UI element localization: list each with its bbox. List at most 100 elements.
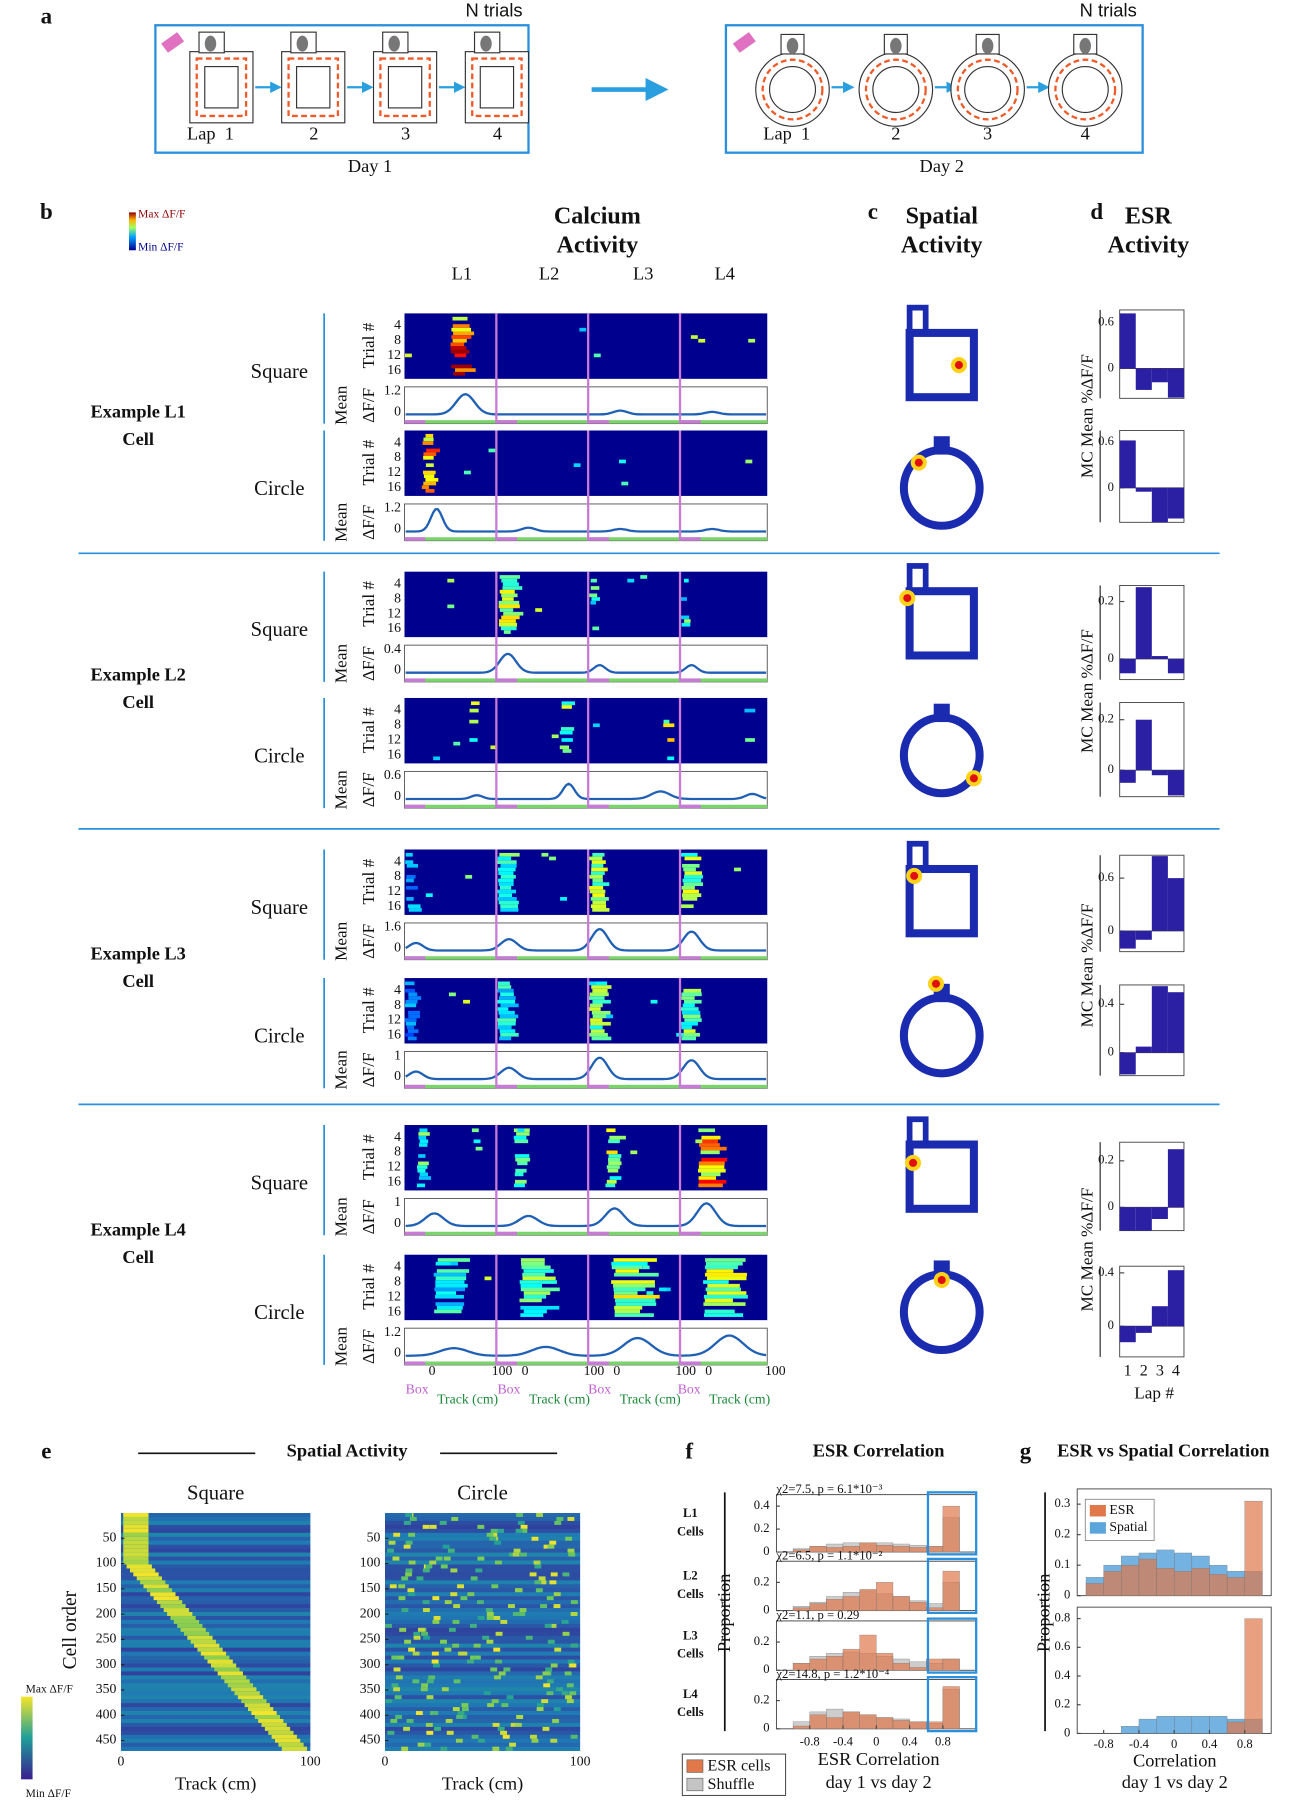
- heat-cell: [535, 608, 543, 612]
- hist-bar: [1121, 1564, 1140, 1596]
- label: 3: [983, 124, 992, 144]
- heat-speck: [550, 1663, 558, 1668]
- heat-speck: [425, 1564, 433, 1569]
- mean-trace: [405, 782, 767, 801]
- esr-bar: [1135, 1326, 1152, 1333]
- label: Mean: [331, 385, 350, 425]
- label: Cells: [677, 1524, 704, 1538]
- heat-cell: [499, 885, 512, 890]
- label: 0.6: [1098, 870, 1114, 884]
- label: Trial #: [359, 987, 378, 1033]
- heat-peak: [183, 1631, 210, 1637]
- heat-peak: [254, 1714, 281, 1720]
- heat-cell: [690, 335, 698, 339]
- heat-speck: [530, 1734, 537, 1740]
- heatmap: [404, 849, 768, 915]
- heat-speck: [393, 1687, 401, 1692]
- label: 450: [360, 1732, 381, 1747]
- esr-bar: [1135, 719, 1152, 771]
- esr-bar: [1151, 770, 1168, 776]
- spatial-box: [933, 703, 950, 723]
- heat-speck: [471, 1734, 479, 1740]
- label: Trial #: [359, 858, 378, 904]
- heat-cell: [448, 992, 456, 997]
- esr-bar: [1151, 656, 1168, 659]
- heat-peak: [248, 1707, 274, 1712]
- heat-cell: [451, 327, 472, 332]
- heat-row: [120, 1687, 311, 1692]
- heat-cell: [497, 981, 510, 986]
- heat-row: [120, 1564, 311, 1569]
- heat-speck: [509, 1742, 517, 1748]
- label: 0: [1108, 1318, 1114, 1332]
- heat-speck: [476, 1600, 484, 1605]
- box-bar: [496, 420, 518, 424]
- heat-cell: [523, 1309, 547, 1314]
- mouse: [480, 35, 492, 52]
- box-bar: [588, 1231, 609, 1236]
- heat-speck: [570, 1643, 578, 1649]
- heat-speck: [466, 1659, 474, 1664]
- label: 0: [382, 1753, 389, 1768]
- heat-speck: [445, 1718, 453, 1724]
- heat-cell: [451, 364, 472, 369]
- heat-cell: [592, 878, 603, 883]
- heat-peak: [146, 1588, 173, 1593]
- label: 200: [96, 1605, 117, 1620]
- heat-row: [384, 1734, 581, 1740]
- heat-cell: [500, 904, 518, 909]
- heat-speck: [495, 1631, 503, 1637]
- heat-row: [120, 1556, 311, 1561]
- heat-cell: [500, 874, 516, 879]
- label: Day 1: [348, 156, 392, 176]
- heat-speck: [567, 1548, 575, 1553]
- hotspot: [931, 979, 941, 988]
- heat-peak: [187, 1635, 213, 1641]
- heat-cell: [663, 719, 670, 724]
- label: Mean: [331, 1050, 350, 1090]
- esr-bar: [1119, 440, 1136, 488]
- label: 0.8: [935, 1734, 951, 1748]
- label: 4: [493, 124, 502, 144]
- label: L2: [683, 1569, 698, 1583]
- mean-trace: [405, 1334, 767, 1357]
- heat-row: [120, 1722, 311, 1728]
- heat-row: [384, 1572, 581, 1577]
- heat-cell: [433, 756, 441, 761]
- heat-speck: [553, 1592, 561, 1597]
- heat-cell: [499, 1014, 519, 1019]
- heat-speck: [477, 1615, 485, 1621]
- label: Mean: [331, 1327, 350, 1367]
- heat-cell: [497, 1025, 512, 1030]
- heat-row: [120, 1619, 311, 1625]
- heat-row: [120, 1524, 311, 1530]
- heat-speck: [395, 1714, 403, 1720]
- heat-cell: [497, 1007, 509, 1011]
- heat-speck: [426, 1679, 434, 1684]
- heat-cell: [590, 897, 609, 901]
- heat-speck: [567, 1516, 575, 1522]
- room-inner: [296, 66, 331, 109]
- label: ESR cells: [708, 1757, 771, 1774]
- heat-peak: [210, 1663, 237, 1668]
- legend-swatch: [1089, 1522, 1106, 1534]
- heat-speck: [535, 1588, 543, 1593]
- heat-row: [120, 1635, 311, 1641]
- track-bar: [404, 420, 768, 424]
- label: 1.2: [384, 500, 401, 515]
- label: Cells: [677, 1647, 704, 1661]
- heat-cell: [422, 441, 434, 445]
- label: 200: [360, 1605, 381, 1620]
- heat-cell: [453, 331, 475, 336]
- heat-row: [384, 1544, 581, 1549]
- heat-speck: [403, 1726, 410, 1732]
- heat-speck: [423, 1635, 431, 1641]
- label: 100: [360, 1555, 381, 1570]
- heat-speck: [540, 1604, 547, 1609]
- label: ΔF/F: [359, 388, 378, 423]
- heat-speck: [542, 1671, 550, 1676]
- label: 16: [387, 1174, 401, 1189]
- label: ESR Correlation: [818, 1749, 940, 1769]
- heat-speck: [408, 1532, 416, 1538]
